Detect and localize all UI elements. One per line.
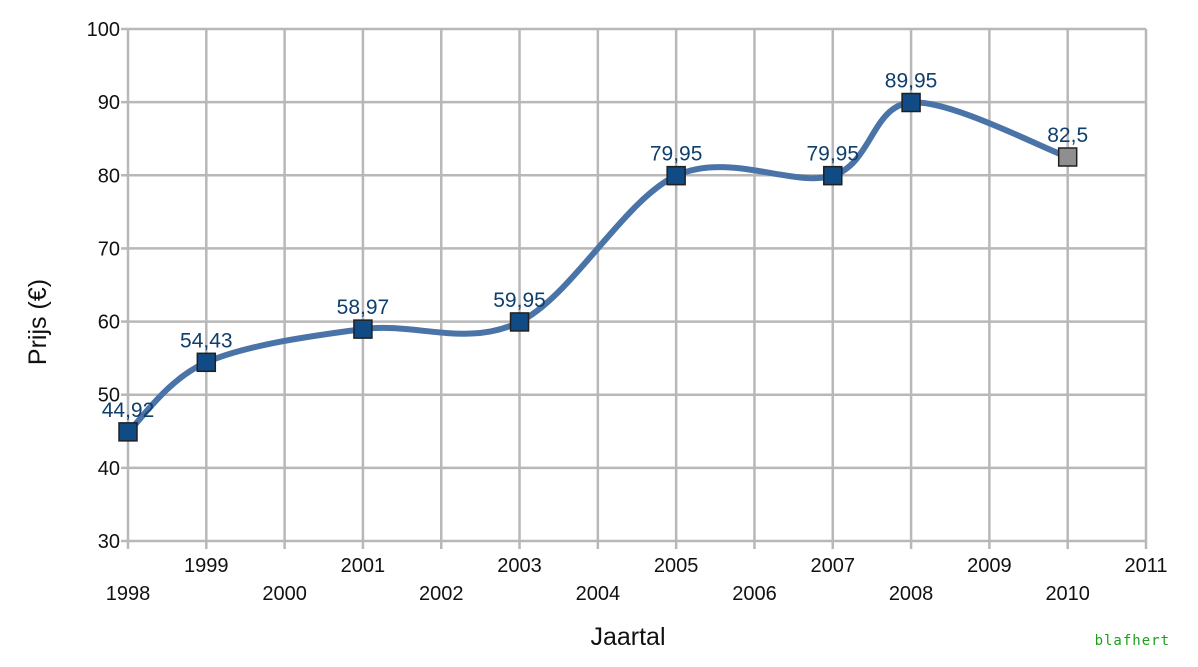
data-point-2005 (666, 165, 686, 186)
data-point-2010 (1057, 147, 1078, 167)
y-tick-label-0: 30 (98, 531, 120, 553)
data-label-1999: 54,43 (180, 329, 233, 352)
x-tick-label-9: 2007 (811, 555, 856, 577)
data-point-1999 (196, 352, 217, 373)
x-tick-label-1: 1999 (184, 555, 229, 577)
data-point-1998 (118, 422, 138, 442)
x-tick-label-12: 2010 (1045, 583, 1090, 605)
label-layer: 44,92 54,43 58,97 59,95 79,95 79,95 89,95 82,5 (102, 70, 1088, 422)
x-tick-label-13: 2011 (1124, 555, 1167, 577)
x-tick-label-0: 1998 (106, 583, 151, 605)
y-tick-label-4: 70 (98, 238, 120, 260)
plot-area: 30 40 50 60 70 80 90 100 1998 1999 2000 2001 2002 200… (87, 19, 1168, 605)
data-point-2007 (823, 165, 843, 186)
watermark: blafhert (1095, 633, 1170, 649)
x-tick-label-6: 2004 (576, 583, 621, 605)
data-label-2007: 79,95 (806, 143, 859, 166)
x-tick-label-5: 2003 (497, 555, 542, 577)
y-tick-label-7: 100 (87, 19, 120, 41)
axis-layer: 30 40 50 60 70 80 90 100 1998 1999 2000 2001 2002 200… (87, 19, 1168, 605)
data-point-2001 (353, 319, 373, 339)
y-tick-label-1: 40 (98, 458, 120, 480)
grid-layer (126, 27, 1148, 543)
data-label-2003: 59,95 (493, 289, 546, 312)
x-tick-label-4: 2002 (419, 583, 464, 605)
y-tick-label-6: 90 (98, 92, 120, 114)
y-axis-title: Prijs (€) (24, 279, 52, 365)
data-label-2005: 79,95 (650, 143, 703, 166)
x-tick-label-11: 2009 (967, 555, 1012, 577)
data-label-2001: 58,97 (337, 296, 390, 319)
data-label-2008: 89,95 (885, 70, 938, 93)
data-label-2010: 82,5 (1047, 124, 1088, 147)
data-point-2003 (509, 312, 530, 332)
x-tick-label-7: 2005 (654, 555, 699, 577)
y-tick-label-3: 60 (98, 312, 120, 334)
data-point-2008 (901, 92, 921, 113)
data-label-1998: 44,92 (102, 399, 155, 422)
marker-layer (118, 92, 1078, 442)
y-tick-label-2: 50 (98, 385, 120, 407)
x-tick-label-8: 2006 (732, 583, 777, 605)
y-tick-label-5: 80 (98, 165, 120, 187)
x-tick-label-10: 2008 (889, 583, 934, 605)
x-tick-label-2: 2000 (262, 583, 307, 605)
x-axis-title: Jaartal (590, 623, 665, 651)
x-tick-label-3: 2001 (341, 555, 386, 577)
